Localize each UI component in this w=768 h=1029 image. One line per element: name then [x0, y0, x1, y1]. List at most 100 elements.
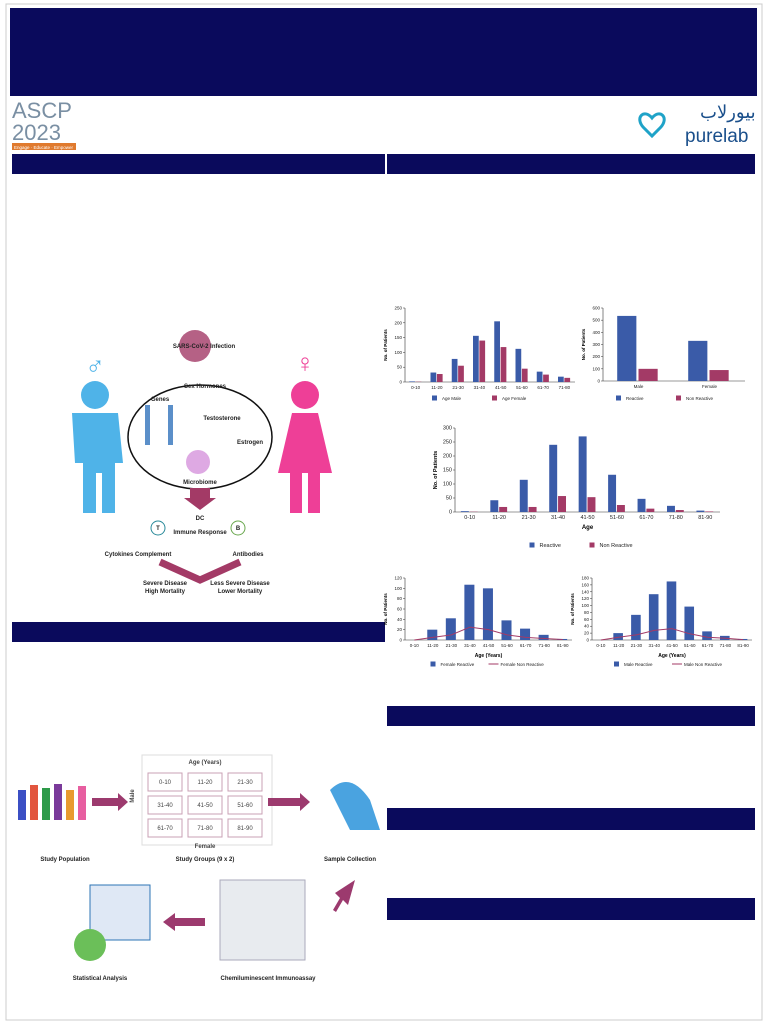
bar: [520, 480, 528, 512]
legend-swatch: [431, 662, 436, 667]
y-tick-label: 250: [394, 306, 402, 311]
fig-label: Immune Response: [173, 530, 227, 536]
y-tick-label: 600: [592, 306, 600, 311]
bar: [667, 581, 677, 640]
section-bar: [387, 154, 755, 174]
fig-label: Testosterone: [203, 416, 241, 422]
bar: [676, 510, 684, 512]
male-head: [81, 381, 109, 409]
bar: [702, 631, 712, 640]
x-tick-label: 21-30: [452, 385, 464, 390]
y-tick-label: 0: [449, 510, 452, 516]
bar: [588, 497, 596, 512]
legend-label: Female Reactive: [441, 662, 475, 667]
bar: [649, 594, 659, 640]
x-tick-label: 71-80: [720, 643, 732, 648]
y-tick-label: 0: [586, 638, 589, 643]
fig-label: B: [236, 526, 241, 532]
step-label: Sample Collection: [324, 857, 376, 863]
x-axis-label: Age (Years): [658, 653, 686, 659]
y-axis-label: No. of Patients: [383, 329, 388, 361]
bar: [483, 588, 493, 640]
pie-icon: [74, 929, 106, 961]
x-tick-label: 41-50: [483, 643, 495, 648]
y-tick-label: 150: [394, 335, 402, 340]
bar: [696, 511, 704, 512]
bar: [494, 321, 500, 382]
bar: [520, 629, 530, 640]
population-icon: [18, 784, 86, 820]
x-tick-label: 21-30: [522, 515, 536, 521]
group-label: 51-60: [237, 803, 253, 809]
bar: [473, 336, 479, 382]
x-tick-label: 51-60: [610, 515, 624, 521]
arrow: [163, 913, 205, 931]
step-label: Chemiluminescent Immunoassay: [220, 976, 316, 982]
x-tick-label: 21-30: [631, 643, 643, 648]
y-tick-label: 100: [394, 586, 402, 591]
x-axis-label: Age (Years): [475, 653, 503, 659]
bar: [646, 509, 654, 512]
figure-2: Age (Years) Male Female Study Population…: [18, 755, 380, 982]
bar: [543, 375, 549, 382]
legend-swatch: [614, 662, 619, 667]
logo-year: 2023: [12, 120, 61, 145]
y-axis-label: No. of Patients: [433, 451, 439, 490]
x-tick-label: 61-70: [520, 643, 532, 648]
bar: [710, 370, 729, 381]
group-label: 41-50: [197, 803, 213, 809]
bar: [539, 635, 549, 640]
bar: [409, 381, 415, 382]
x-tick-label: 51-60: [501, 643, 513, 648]
section-bar: [12, 154, 385, 174]
outcome-arrows: [160, 562, 240, 580]
bar: [537, 372, 543, 382]
bar: [431, 373, 437, 382]
y-tick-label: 20: [397, 627, 403, 632]
y-tick-label: 400: [592, 330, 600, 335]
x-tick-label: 11-20: [431, 385, 443, 390]
x-tick-label: 61-70: [702, 643, 714, 648]
x-tick-label: 21-30: [446, 643, 458, 648]
step-label: Study Groups (9 x 2): [176, 857, 235, 863]
bar: [461, 511, 469, 512]
bar: [549, 445, 557, 512]
bar: [529, 507, 537, 512]
group-label: 0-10: [159, 780, 172, 786]
bar: [688, 341, 707, 381]
y-tick-label: 40: [397, 617, 403, 622]
glove-icon: [330, 782, 380, 830]
fig-label: Male: [130, 789, 136, 803]
x-tick-label: Female: [702, 384, 718, 389]
bar: [564, 378, 570, 382]
y-tick-label: 80: [397, 596, 403, 601]
partner-heart: [640, 114, 664, 136]
x-tick-label: 71-80: [559, 385, 571, 390]
female-symbol: ♀: [295, 348, 315, 378]
male-symbol: ♂: [85, 351, 105, 381]
fig-label: DC: [196, 516, 205, 522]
fig-label: Sex Hormones: [184, 384, 227, 390]
fig-label: Less Severe Disease: [210, 581, 270, 587]
male-figure: [72, 413, 123, 513]
group-label: 71-80: [197, 826, 213, 832]
x-tick-label: 0-10: [411, 385, 421, 390]
logo-tagline: Engage · Educate · Empower: [14, 145, 74, 150]
y-tick-label: 200: [394, 320, 402, 325]
y-axis-label: No. of Patients: [570, 593, 575, 625]
female-head: [291, 381, 319, 409]
y-tick-label: 200: [592, 354, 600, 359]
bar: [437, 374, 443, 382]
y-tick-label: 0: [399, 638, 402, 643]
bar: [452, 359, 458, 382]
bar: [579, 436, 587, 512]
bar: [631, 615, 641, 640]
bar: [638, 499, 646, 512]
x-tick-label: 51-60: [516, 385, 528, 390]
bar: [558, 496, 566, 512]
legend-swatch: [590, 543, 595, 548]
fig-label: Female: [195, 844, 216, 850]
chromosome: [168, 405, 173, 445]
y-tick-label: 160: [581, 582, 589, 587]
